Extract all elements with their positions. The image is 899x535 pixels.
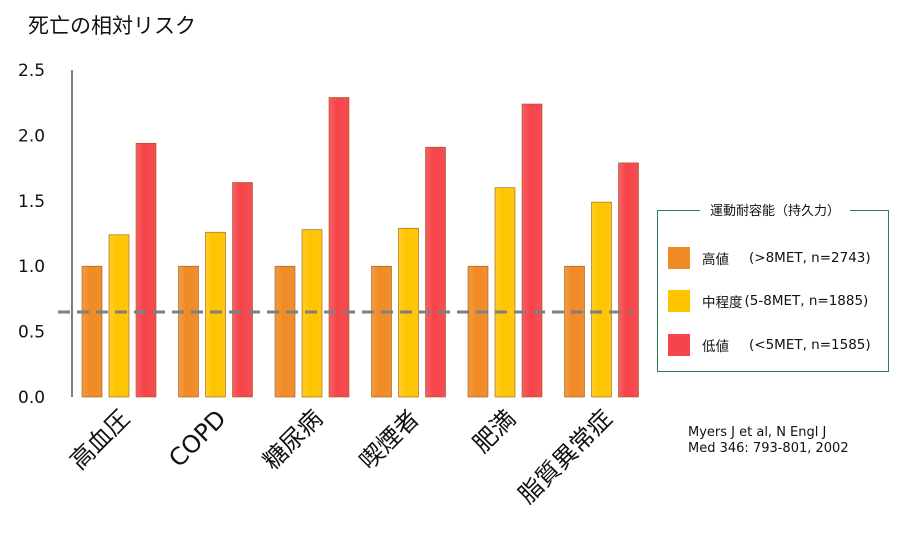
legend <box>657 210 889 372</box>
legend-title: 運動耐容能（持久力） <box>700 200 851 219</box>
bar-low-3 <box>425 146 446 398</box>
bar-high-0 <box>81 265 103 398</box>
bar-low-2 <box>328 97 350 398</box>
legend-item-low: 低値 (<5MET, n=1585) <box>668 333 871 357</box>
x-category-label: 肥満 <box>468 404 522 458</box>
bar-low-1 <box>232 182 253 398</box>
citation: Myers J et al, N Engl J Med 346: 793-801… <box>688 425 849 457</box>
bar-medium-1 <box>205 231 226 398</box>
bar-high-5 <box>564 265 585 398</box>
bar-high-4 <box>467 265 489 398</box>
bar-high-2 <box>274 265 296 398</box>
legend-item-medium: 中程度 (5-8MET, n=1885) <box>668 289 868 313</box>
y-axis: 0.0 0.5 1.0 1.5 2.0 2.5 <box>18 61 73 408</box>
bar-medium-5 <box>591 201 612 398</box>
legend-swatch-medium <box>668 290 690 312</box>
legend-label-high: 高値 <box>702 252 729 268</box>
x-category-label: 脂質異常症 <box>513 404 618 509</box>
y-tick-label: 1.5 <box>18 192 45 212</box>
bar-low-4 <box>521 103 543 398</box>
bar-medium-0 <box>108 234 130 398</box>
y-tick-label: 0.5 <box>18 323 45 343</box>
citation-line-1: Myers J et al, N Engl J <box>688 425 827 440</box>
legend-swatch-low <box>668 334 690 356</box>
legend-item-high: 高値 (>8MET, n=2743) <box>668 246 871 270</box>
citation-line-2: Med 346: 793-801, 2002 <box>688 441 849 456</box>
y-tick-label: 1.0 <box>18 257 45 277</box>
y-tick-label: 2.5 <box>18 61 45 81</box>
legend-label-low: 低値 <box>702 339 729 355</box>
bar-high-3 <box>371 265 392 398</box>
legend-swatch-high <box>668 247 690 269</box>
legend-detail-medium: (5-8MET, n=1885) <box>744 293 869 309</box>
bar-low-5 <box>618 162 639 398</box>
legend-detail-low: (<5MET, n=1585) <box>749 337 871 353</box>
x-category-label: COPD <box>163 404 231 472</box>
bar-high-1 <box>178 265 199 398</box>
chart-title: 死亡の相対リスク <box>28 14 196 38</box>
bar-low-0 <box>135 142 157 398</box>
bars-group <box>81 97 639 398</box>
legend-label-medium: 中程度 <box>702 295 743 311</box>
y-tick-label: 0.0 <box>18 388 45 408</box>
x-category-label: 糖尿病 <box>258 404 329 475</box>
legend-detail-high: (>8MET, n=2743) <box>749 250 871 266</box>
x-category-label: 高血圧 <box>65 404 136 475</box>
y-tick-label: 2.0 <box>18 126 45 146</box>
x-category-label: 喫煙者 <box>354 404 425 475</box>
bar-medium-4 <box>494 187 516 398</box>
